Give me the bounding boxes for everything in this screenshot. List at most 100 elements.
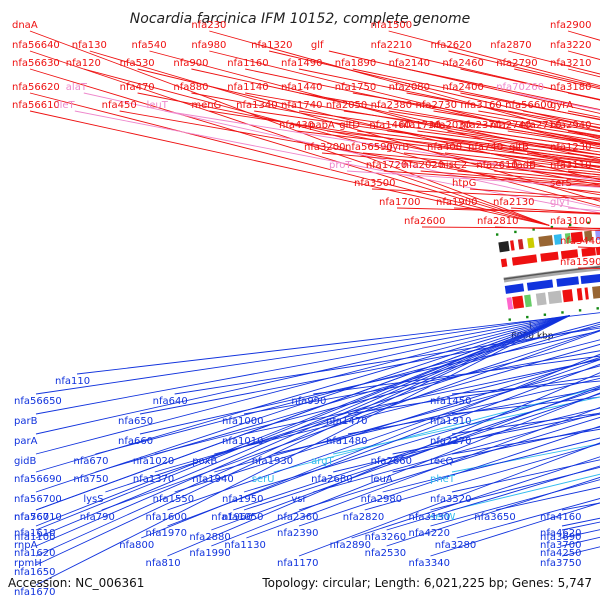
bottom-leader-line [451, 473, 600, 511]
top-leader-line [433, 110, 600, 139]
bottom-gene-label: nfa1550 [153, 494, 194, 505]
bottom-leader-line [347, 388, 600, 435]
bottom-strand-gene-arrow [504, 283, 525, 294]
track-dot [561, 311, 564, 314]
bottom-gene-label: nfa670 [73, 456, 108, 467]
track-dot [495, 233, 499, 236]
top-gene-label: nfa3220 [550, 40, 591, 51]
top-feature-block [553, 234, 563, 245]
bottom-gene-label: nfa1970 [146, 528, 187, 539]
top-gene-label: nfa1740 [281, 100, 322, 111]
bottom-gene-label: nfa1950 [222, 494, 263, 505]
bottom-gene-label: nfa1650 [14, 567, 55, 578]
top-leader-line [388, 30, 600, 87]
track-dot [508, 318, 511, 321]
bottom-gene-label: nfa3700 [540, 540, 581, 551]
bottom-feature-block [547, 290, 563, 305]
top-gene-label: nfa1160 [227, 58, 268, 69]
feature-tracks [498, 229, 600, 310]
top-leader-line [362, 152, 600, 176]
top-leader-line [460, 92, 600, 120]
bottom-gene-label: nfa4250 [540, 548, 581, 559]
bottom-gene-label: rpmH [14, 558, 42, 569]
top-leader-line [74, 110, 600, 214]
bottom-feature-block [592, 285, 600, 299]
bottom-leader-line [298, 416, 600, 511]
top-gene-label: nfa2730 [416, 100, 457, 111]
bottom-gene-label: nfa1000 [222, 416, 263, 427]
bottom-leader-line [430, 466, 600, 511]
bottom-gene-label: nfa760 [14, 512, 49, 523]
bottom-gene-label: nfa1600 [146, 512, 187, 523]
top-feature-block [595, 229, 600, 241]
bottom-leader-line [386, 465, 600, 531]
top-gene-label: ileT [57, 100, 76, 111]
top-leader-line [328, 50, 600, 114]
top-leader-line [89, 50, 600, 202]
top-gene-label: nfa2370 [460, 120, 501, 131]
bottom-leader-line [246, 406, 600, 539]
top-feature-block [538, 235, 554, 247]
top-leader-line [298, 92, 600, 145]
top-leader-line [298, 110, 600, 156]
bottom-leader-line [35, 315, 570, 395]
top-leader-line [327, 130, 600, 164]
top-leader-line [417, 130, 600, 156]
bottom-gene-label: nfa4220 [409, 528, 450, 539]
top-gene-label: nfa2380 [371, 100, 412, 111]
top-gene-label: nfa900 [173, 58, 208, 69]
top-leader-line [29, 92, 550, 226]
top-leader-line [420, 170, 600, 186]
bottom-leader-line [451, 412, 600, 435]
top-gene-label: nfa1890 [335, 58, 376, 69]
bottom-gene-label: recQ [430, 456, 454, 467]
top-gene-label: nfa2940 [550, 120, 591, 131]
bottom-gene-label: nfa800 [119, 540, 154, 551]
bottom-leader-line [392, 413, 600, 455]
bottom-gene-label: nfa1670 [14, 587, 55, 598]
bottom-gene-label: pheT [430, 474, 456, 485]
top-gene-label: nfa2740 [490, 120, 531, 131]
bottom-leader-line [95, 321, 600, 455]
bottom-gene-label: nfa2890 [330, 540, 371, 551]
top-strand-gene-arrow [560, 249, 579, 260]
bottom-leader-line [298, 425, 600, 527]
top-leader-line [29, 110, 550, 226]
top-gene-label: nfa1320 [251, 40, 292, 51]
top-strand-gene-arrow [500, 258, 508, 268]
bottom-leader-line [35, 315, 570, 531]
top-gene-label: nfa430 [279, 120, 314, 131]
top-leader-line [137, 92, 600, 186]
top-leader-line [191, 92, 600, 169]
bottom-gene-label: nfa56690 [14, 474, 62, 485]
bottom-gene-label: nfa4160 [540, 512, 581, 523]
track-dot [578, 309, 582, 312]
top-leader-line [388, 110, 600, 144]
top-gene-label: nfa980 [191, 40, 226, 51]
bottom-leader-line [298, 442, 600, 557]
top-gene-label: nfa1750 [335, 82, 376, 93]
top-gene-label: nfa56640 [12, 40, 60, 51]
bottom-gene-label: nfa3650 [474, 512, 515, 523]
top-gene-label: nfa1440 [281, 82, 322, 93]
top-gene-label: nfa2620 [430, 40, 471, 51]
top-gene-label: nfa3110 [550, 160, 591, 171]
map-title: Nocardia farcinica IFM 10152, complete g… [130, 11, 470, 27]
top-gene-label: nfa1700 [379, 197, 420, 208]
top-strand-gene-arrow [511, 254, 538, 266]
top-feature-block [584, 230, 593, 242]
top-gene-label: nfa1730 [399, 120, 440, 131]
top-gene-label: nfa1230 [550, 142, 591, 153]
bottom-gene-label: serW [430, 512, 455, 523]
top-gene-label: nfa230 [191, 20, 226, 31]
bottom-leader-line [35, 315, 570, 473]
top-gene-label: nfa880 [173, 82, 208, 93]
bottom-gene-label: nfa1130 [224, 540, 265, 551]
track-dot [526, 315, 529, 319]
top-gene-label: nfa3100 [550, 216, 591, 227]
bottom-feature-block [576, 288, 583, 301]
top-leader-line [254, 110, 600, 163]
top-gene-label: nfa2870 [490, 40, 531, 51]
bottom-gene-label: nfa750 [73, 474, 108, 485]
genome-summary-text: Topology: circular; Length: 6,021,225 bp… [261, 576, 592, 590]
